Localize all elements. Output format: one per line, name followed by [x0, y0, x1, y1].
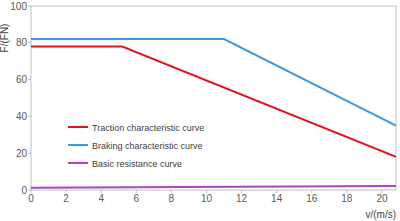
x-tick-label: 0 — [28, 193, 34, 204]
x-tick-label: 10 — [201, 193, 213, 204]
x-tick-label: 2 — [63, 193, 69, 204]
y-tick-label: 60 — [16, 74, 28, 85]
y-tick — [28, 153, 31, 154]
x-tick-label: 6 — [134, 193, 140, 204]
y-axis-label: F/(FN) — [0, 24, 10, 53]
y-tick-label: 100 — [10, 1, 27, 12]
series-line — [31, 39, 396, 125]
legend-label: Braking characteristic curve — [92, 141, 203, 151]
x-tick-label: 16 — [306, 193, 318, 204]
legend: Traction characteristic curve Braking cha… — [68, 123, 204, 169]
y-tick — [28, 79, 31, 80]
chart: 0 20 40 60 80 100 0 2 4 6 8 10 12 14 16 18 20 v/(m/s) F/(F… — [0, 0, 400, 221]
legend-swatch — [68, 144, 88, 146]
y-tick — [28, 42, 31, 43]
x-tick-label: 14 — [271, 193, 283, 204]
legend-label: Traction characteristic curve — [92, 123, 204, 133]
x-tick-label: 12 — [236, 193, 248, 204]
legend-swatch — [68, 162, 88, 164]
x-tick-label: 4 — [98, 193, 104, 204]
plot-area — [31, 39, 396, 188]
y-tick — [28, 116, 31, 117]
y-tick — [28, 6, 31, 7]
series-line — [31, 46, 396, 156]
legend-swatch — [68, 126, 88, 128]
x-axis-label: v/(m/s) — [365, 209, 396, 220]
x-tick-label: 18 — [341, 193, 353, 204]
x-tick-label: 8 — [169, 193, 175, 204]
y-tick-label: 0 — [21, 185, 27, 196]
plot-frame — [31, 6, 396, 190]
series-line — [31, 186, 396, 188]
x-tick-label: 20 — [376, 193, 388, 204]
y-tick-label: 80 — [16, 37, 28, 48]
y-tick-label: 40 — [16, 111, 28, 122]
legend-label: Basic resistance curve — [92, 159, 182, 169]
y-tick-label: 20 — [16, 148, 28, 159]
